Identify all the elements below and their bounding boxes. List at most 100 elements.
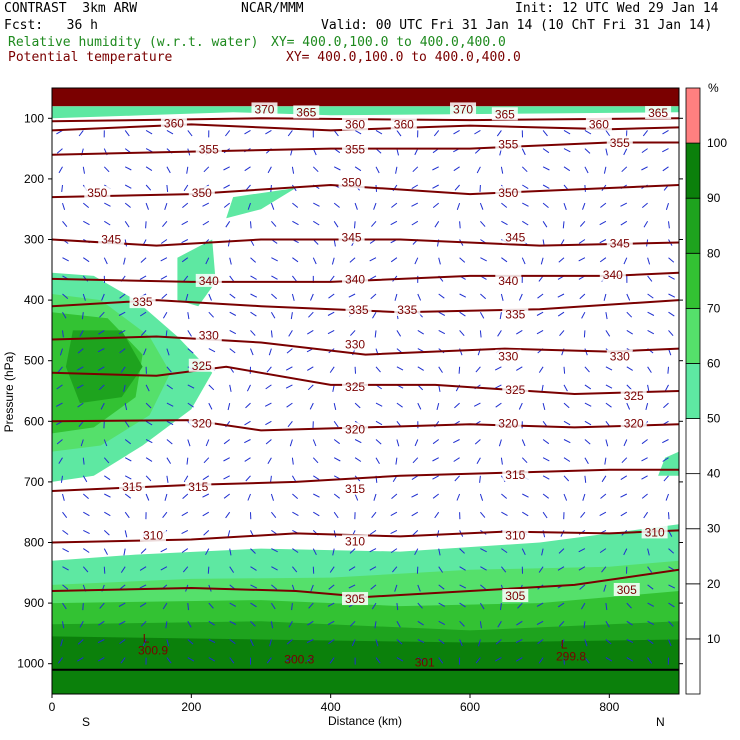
x-axis-title: Distance (km) [328, 714, 402, 728]
wind-vector [350, 330, 356, 336]
isentrope-label-bg [599, 267, 626, 281]
wind-vector [187, 402, 194, 408]
wind-vector [161, 293, 168, 299]
wind-vector [521, 548, 526, 556]
isentrope-label-bg [606, 135, 633, 149]
wind-vector [417, 402, 422, 410]
wind-vector [98, 620, 105, 626]
wind-vector [668, 512, 670, 520]
wind-vector [668, 311, 675, 317]
isentrope-label-bg [620, 416, 647, 430]
wind-vector [480, 566, 487, 571]
wind-vector [480, 293, 487, 300]
wind-vector [145, 402, 152, 409]
wind-vector [563, 366, 566, 374]
wind-vector [166, 420, 174, 426]
wind-vector [62, 330, 64, 338]
wind-vector [605, 148, 608, 156]
x-tick-label: 200 [181, 700, 201, 714]
y-tick-label: 300 [24, 233, 44, 247]
wind-vector [82, 475, 88, 483]
wind-vector [641, 439, 648, 445]
wind-vector [369, 566, 377, 571]
wind-vector [187, 312, 190, 320]
wind-vector [563, 202, 567, 210]
isentrope-label-bg [84, 186, 111, 200]
wind-vector [160, 275, 168, 280]
isentrope-label: 320 [345, 422, 365, 436]
wind-vector [77, 366, 84, 371]
wind-vector [139, 584, 147, 589]
wind-vector [264, 402, 272, 407]
wind-vector [118, 329, 126, 335]
wind-vector [288, 330, 293, 337]
wind-vector [662, 439, 669, 444]
isentrope-label: 310 [345, 535, 365, 549]
wind-vector [250, 548, 256, 554]
wind-vector [100, 402, 105, 410]
wind-vector [668, 548, 675, 554]
wind-vector [521, 439, 526, 447]
wind-vector [521, 457, 528, 464]
wind-vector [563, 439, 571, 444]
wind-vector [563, 493, 568, 501]
wind-vector [605, 312, 608, 320]
wind-vector [411, 202, 419, 207]
wind-vector [605, 639, 612, 645]
wind-vector [223, 493, 231, 499]
y-tick-label: 700 [24, 475, 44, 489]
wind-vector [354, 493, 359, 501]
isentrope-label: 370 [254, 102, 274, 116]
wind-vector [229, 257, 232, 265]
wind-vector [438, 566, 444, 573]
wind-vector [267, 166, 272, 174]
wind-vector [205, 548, 210, 556]
isentrope-label-bg [495, 273, 522, 287]
wind-vector [333, 402, 337, 411]
wind-vector [374, 621, 377, 629]
wind-vector [348, 584, 356, 589]
wind-vector [312, 457, 319, 464]
wind-vector [103, 439, 108, 447]
field1-name: Relative humidity (w.r.t. water) [8, 35, 259, 50]
wind-vector [626, 311, 633, 318]
y-tick-label: 500 [24, 354, 44, 368]
wind-vector [250, 257, 257, 263]
isentrope-label: 355 [498, 138, 518, 152]
wind-vector [265, 439, 272, 445]
isentrope-label: 330 [498, 350, 518, 364]
colorbar-label: 40 [707, 467, 721, 481]
wind-vector [266, 366, 272, 373]
wind-vector [145, 221, 147, 229]
isentrope-label-bg [342, 592, 369, 606]
wind-vector [454, 402, 460, 409]
isentrope-label: 320 [624, 416, 644, 430]
wind-vector [223, 439, 231, 445]
wind-vector [394, 584, 398, 592]
wind-vector [103, 166, 110, 173]
wind-vector [286, 657, 293, 662]
wind-vector [538, 366, 544, 373]
wind-vector [476, 457, 481, 464]
wind-vector [162, 311, 168, 319]
wind-vector [306, 639, 314, 644]
wind-vector [229, 639, 236, 645]
isentrope-label-bg [195, 273, 222, 287]
wind-vector [583, 330, 586, 338]
isentrope-label-bg [342, 481, 369, 495]
wind-vector [536, 602, 544, 607]
colorbar-swatch [685, 418, 701, 475]
wind-vector [229, 293, 236, 299]
wind-vector [417, 639, 425, 644]
colorbar-label: 20 [707, 577, 721, 591]
isentrope-label: 365 [648, 106, 668, 120]
wind-vector [333, 421, 339, 428]
wind-vector [139, 275, 147, 280]
wind-vector [664, 384, 669, 392]
wind-vector [166, 475, 169, 483]
wind-vector [208, 311, 214, 318]
wind-vector [271, 275, 278, 280]
wind-vector [600, 493, 607, 499]
wind-vector [250, 602, 257, 608]
wind-vector [354, 166, 362, 172]
